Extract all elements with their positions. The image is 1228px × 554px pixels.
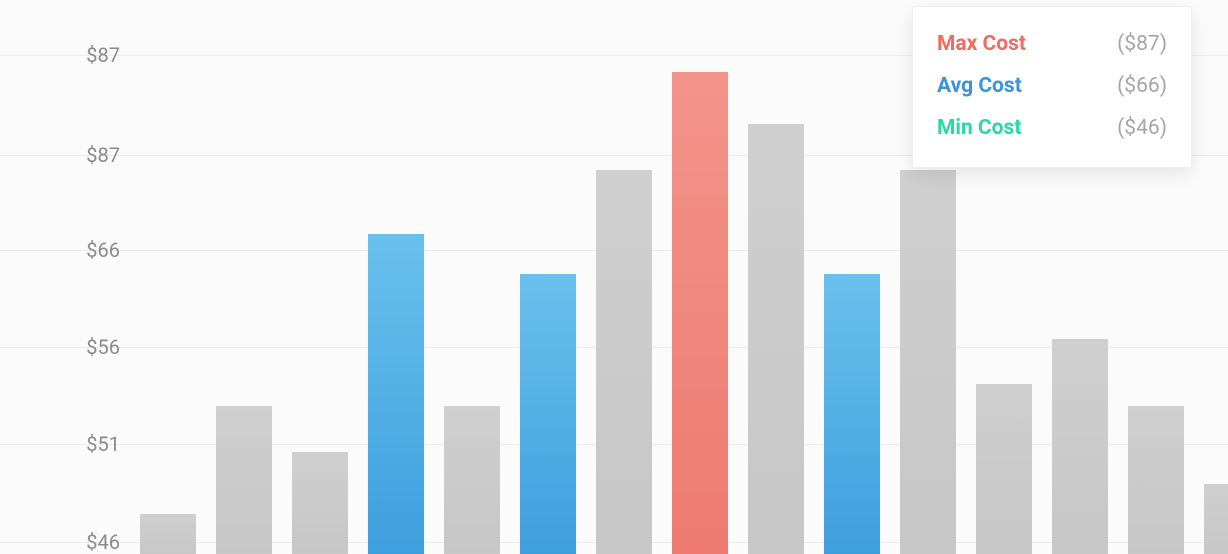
bar-max <box>672 72 728 554</box>
legend-value-avg: ($66) <box>1117 74 1167 98</box>
bar <box>1204 484 1228 554</box>
bar <box>1052 339 1108 554</box>
bar <box>596 170 652 554</box>
legend-label-min: Min Cost <box>937 116 1021 140</box>
legend-row-min: Min Cost ($46) <box>937 107 1167 149</box>
legend-row-max: Max Cost ($87) <box>937 23 1167 65</box>
bar-avg <box>824 274 880 554</box>
bar <box>216 406 272 554</box>
y-tick-label: $46 <box>70 530 120 554</box>
bar <box>140 514 196 554</box>
legend-label-max: Max Cost <box>937 32 1026 56</box>
y-tick-label: $56 <box>70 335 120 359</box>
bar-avg <box>520 274 576 554</box>
bar <box>292 452 348 554</box>
legend-label-avg: Avg Cost <box>937 74 1022 98</box>
y-tick-label: $87 <box>70 43 120 67</box>
cost-bar-chart: $87 $87 $66 $56 $51 $46 <box>0 0 1228 554</box>
bar <box>976 384 1032 554</box>
legend-card: Max Cost ($87) Avg Cost ($66) Min Cost (… <box>912 6 1192 168</box>
y-tick-label: $51 <box>70 432 120 456</box>
legend-row-avg: Avg Cost ($66) <box>937 65 1167 107</box>
bar <box>900 170 956 554</box>
legend-value-min: ($46) <box>1117 116 1167 140</box>
bar <box>748 124 804 554</box>
y-tick-label: $87 <box>70 143 120 167</box>
y-tick-label: $66 <box>70 238 120 262</box>
bar <box>1128 406 1184 554</box>
legend-value-max: ($87) <box>1117 32 1167 56</box>
bar-avg <box>368 234 424 554</box>
bar <box>444 406 500 554</box>
